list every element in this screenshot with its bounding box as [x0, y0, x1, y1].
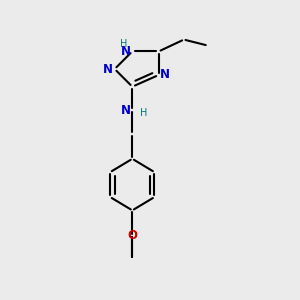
Text: N: N	[103, 62, 113, 76]
Text: H: H	[120, 39, 127, 49]
Text: N: N	[160, 68, 170, 81]
Text: N: N	[121, 45, 131, 58]
Text: N: N	[121, 104, 131, 117]
Text: O: O	[127, 229, 137, 242]
Text: H: H	[140, 108, 147, 118]
